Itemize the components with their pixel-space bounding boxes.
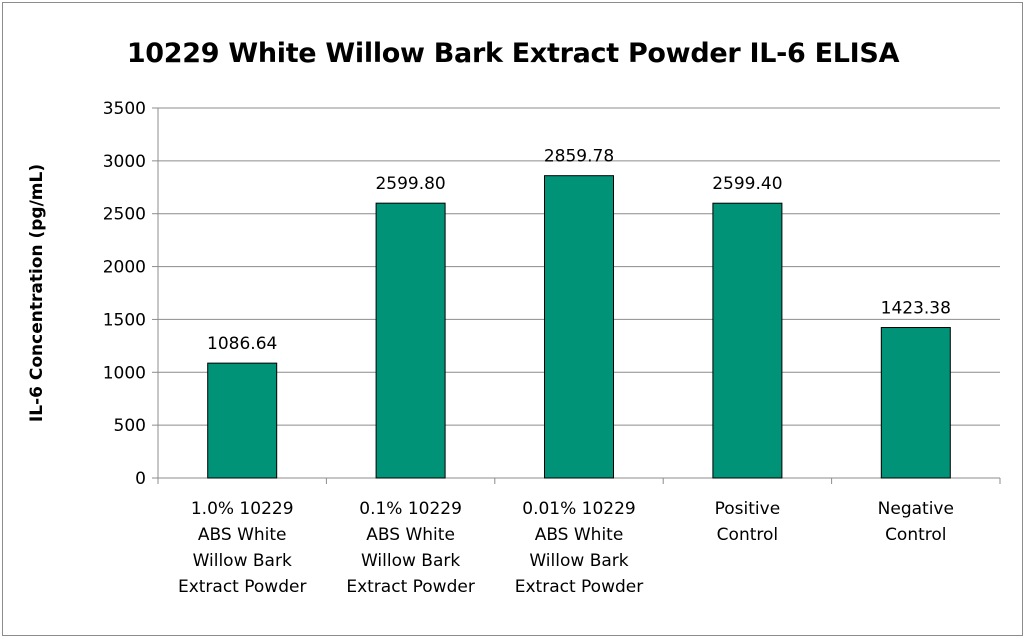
y-axis-label: IL-6 Concentration (pg/mL) bbox=[27, 164, 47, 422]
x-category-label-line: Extract Powder bbox=[346, 577, 474, 597]
x-category-label-line: Willow Bark bbox=[361, 551, 460, 571]
x-category-label-line: 0.01% 10229 bbox=[522, 499, 636, 519]
bar bbox=[375, 202, 446, 479]
y-tick-label: 3000 bbox=[103, 152, 146, 172]
data-label: 2599.80 bbox=[375, 174, 445, 194]
x-category-label-line: Willow Bark bbox=[193, 551, 292, 571]
x-category-label: Negative Control bbox=[878, 499, 954, 545]
bars bbox=[207, 175, 951, 479]
x-category-label-line: Extract Powder bbox=[515, 577, 643, 597]
y-tick-label: 0 bbox=[135, 469, 146, 489]
x-category-label-line: 0.1% 10229 bbox=[359, 499, 462, 519]
y-tick-label: 3500 bbox=[103, 99, 146, 119]
y-tick-label: 500 bbox=[114, 416, 146, 436]
bar bbox=[544, 175, 614, 479]
data-label: 2859.78 bbox=[544, 147, 614, 167]
x-category-label-line: ABS White bbox=[535, 525, 624, 545]
y-tick-label: 1000 bbox=[103, 363, 146, 383]
labels: 0 500 1000 1500 2000 2500 3000 3500 1086.64 1.0% … bbox=[27, 99, 954, 597]
bar bbox=[207, 362, 278, 479]
x-category-label-line: Control bbox=[717, 525, 778, 545]
bar bbox=[880, 327, 951, 479]
x-category-label-line: Positive bbox=[715, 499, 781, 519]
x-category-label-line: 1.0% 10229 bbox=[191, 499, 294, 519]
y-tick-label: 2500 bbox=[103, 205, 146, 225]
data-label: 2599.40 bbox=[712, 174, 782, 194]
x-category-label: 1.0% 10229 ABS White Willow Bark Extract Po… bbox=[178, 499, 306, 597]
x-category-label-line: Control bbox=[885, 525, 946, 545]
bar bbox=[712, 202, 783, 479]
data-label: 1086.64 bbox=[207, 334, 277, 354]
x-category-label: Positive Control bbox=[715, 499, 781, 545]
x-category-label: 0.01% 10229 ABS White Willow Bark Extract P… bbox=[515, 499, 643, 597]
x-category-label-line: ABS White bbox=[366, 525, 455, 545]
y-tick-label: 2000 bbox=[103, 258, 146, 278]
x-category-label-line: ABS White bbox=[198, 525, 287, 545]
chart-title: 10229 White Willow Bark Extract Powder I… bbox=[126, 38, 900, 69]
x-category-label: 0.1% 10229 ABS White Willow Bark Extract Po… bbox=[346, 499, 474, 597]
y-tick-label: 1500 bbox=[103, 310, 146, 330]
x-category-label-line: Extract Powder bbox=[178, 577, 306, 597]
x-category-label-line: Willow Bark bbox=[529, 551, 628, 571]
data-label: 1423.38 bbox=[881, 299, 951, 319]
x-category-label-line: Negative bbox=[878, 499, 954, 519]
